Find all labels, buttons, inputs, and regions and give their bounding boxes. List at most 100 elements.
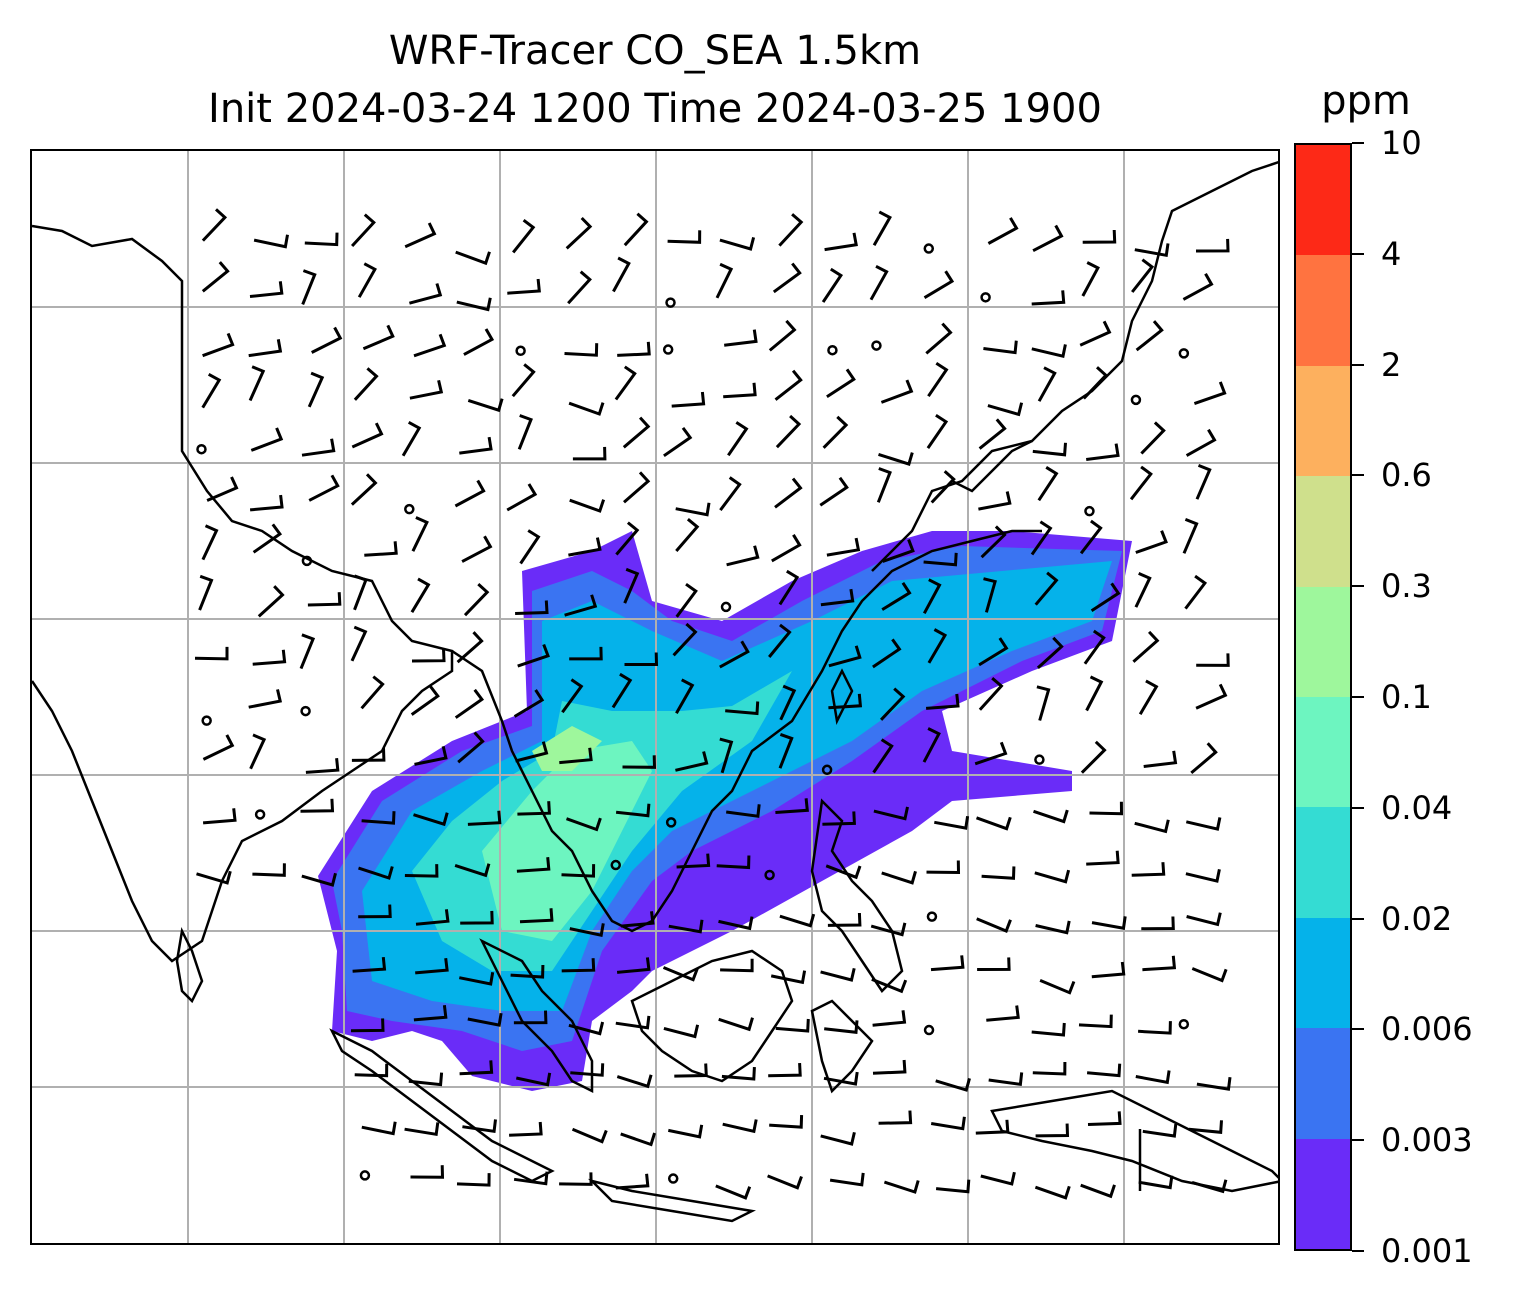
calm-marker: [1084, 505, 1095, 517]
wind-barb: [1142, 955, 1177, 972]
colorbar-tick: [1352, 474, 1364, 477]
co-plume: [318, 531, 1132, 1091]
wind-barb: [517, 643, 550, 668]
wind-barb: [978, 677, 1004, 711]
wind-barb: [253, 234, 289, 249]
colorbar-segment: [1296, 586, 1350, 697]
wind-barb: [872, 638, 902, 669]
wind-barb: [358, 904, 392, 919]
wind-barb: [1089, 801, 1124, 816]
wind-barb: [248, 365, 266, 402]
wind-barb: [1191, 967, 1228, 983]
wind-barb: [624, 652, 659, 666]
wind-barb: [357, 262, 377, 298]
wind-barb: [350, 213, 376, 248]
wind-barb: [362, 324, 395, 351]
wind-barb: [201, 524, 219, 561]
wind-barb: [351, 422, 384, 449]
wind-barb: [408, 1072, 444, 1087]
coastline-borneo: [630, 949, 794, 1083]
wind-barb: [880, 687, 906, 721]
wind-barb: [720, 958, 754, 973]
wind-barb: [196, 870, 232, 885]
wind-barb: [202, 332, 235, 358]
wind-barb: [1134, 819, 1170, 834]
wind-barb: [663, 427, 693, 458]
wind-barb: [772, 262, 802, 294]
wind-barb: [775, 414, 802, 449]
wind-barb: [517, 414, 533, 450]
wind-barb: [826, 537, 861, 557]
wind-barb: [976, 917, 1012, 933]
coastline-taiwan: [830, 668, 854, 725]
colorbar-segment: [1296, 475, 1350, 587]
wind-barb: [1032, 224, 1064, 253]
wind-barb: [202, 808, 237, 825]
wind-barb: [459, 971, 495, 986]
wind-barb: [1031, 344, 1067, 359]
wind-barb: [719, 237, 756, 251]
wind-barb: [719, 640, 750, 669]
colorbar-unit-label: ppm: [1321, 78, 1411, 124]
wind-barb: [622, 416, 651, 449]
wind-barb: [1035, 1123, 1070, 1138]
wind-barb: [1191, 1179, 1228, 1194]
wind-barb: [507, 278, 541, 295]
calm-marker: [1178, 1018, 1190, 1030]
wind-barb: [568, 1021, 605, 1036]
wind-barb: [882, 539, 915, 563]
wind-barb: [1086, 850, 1120, 866]
wind-barb: [202, 734, 235, 761]
wind-barb: [927, 628, 948, 664]
calm-marker: [764, 869, 775, 881]
wind-barb: [727, 421, 749, 457]
wind-barb: [778, 569, 800, 606]
wind-barb: [415, 909, 450, 926]
wind-barb: [676, 853, 711, 869]
wind-barb: [927, 362, 949, 398]
calm-marker: [827, 344, 838, 356]
wind-barb: [769, 1115, 804, 1129]
wind-barb: [872, 1059, 907, 1075]
colorbar-segment: [1296, 254, 1350, 366]
wind-barb: [252, 523, 283, 554]
wind-barb: [456, 631, 484, 664]
wind-barb: [725, 701, 760, 716]
plume-level-6: [532, 726, 602, 771]
wind-barb: [1032, 442, 1067, 457]
wind-barb: [878, 1110, 913, 1125]
wind-barb: [350, 1018, 385, 1033]
wind-barb: [350, 473, 378, 506]
wind-barb: [201, 261, 230, 293]
wind-barb: [1185, 869, 1221, 883]
map-panel[interactable]: [30, 149, 1280, 1245]
wind-barb: [1036, 636, 1064, 670]
wind-barb: [571, 1127, 608, 1144]
wind-barb: [615, 1173, 650, 1190]
wind-barb: [1087, 1111, 1122, 1126]
wind-barb: [768, 1063, 802, 1078]
colorbar-tick-label: 4: [1381, 234, 1402, 273]
wind-barb: [350, 625, 368, 662]
calm-marker: [720, 601, 732, 613]
wind-barb: [1138, 679, 1159, 715]
wind-barb: [1080, 740, 1107, 774]
calm-marker: [300, 705, 311, 717]
wind-barb: [767, 1174, 803, 1190]
wind-barb: [411, 648, 446, 663]
wind-barb: [513, 1010, 548, 1025]
coastline-sulawesi: [810, 999, 874, 1094]
wind-barb: [515, 741, 549, 763]
wind-barb: [1086, 1063, 1122, 1078]
colorbar-tick-label: 2: [1381, 345, 1402, 384]
wind-barb: [569, 498, 606, 513]
wind-barb: [308, 474, 340, 502]
wind-barb: [934, 815, 970, 830]
wind-barb: [463, 328, 495, 356]
wind-barb: [622, 755, 657, 769]
wind-barb: [923, 270, 955, 299]
wind-barb: [668, 919, 704, 934]
wind-barb: [352, 956, 387, 973]
wind-barb: [457, 731, 485, 764]
colorbar-tick: [1352, 1250, 1364, 1252]
